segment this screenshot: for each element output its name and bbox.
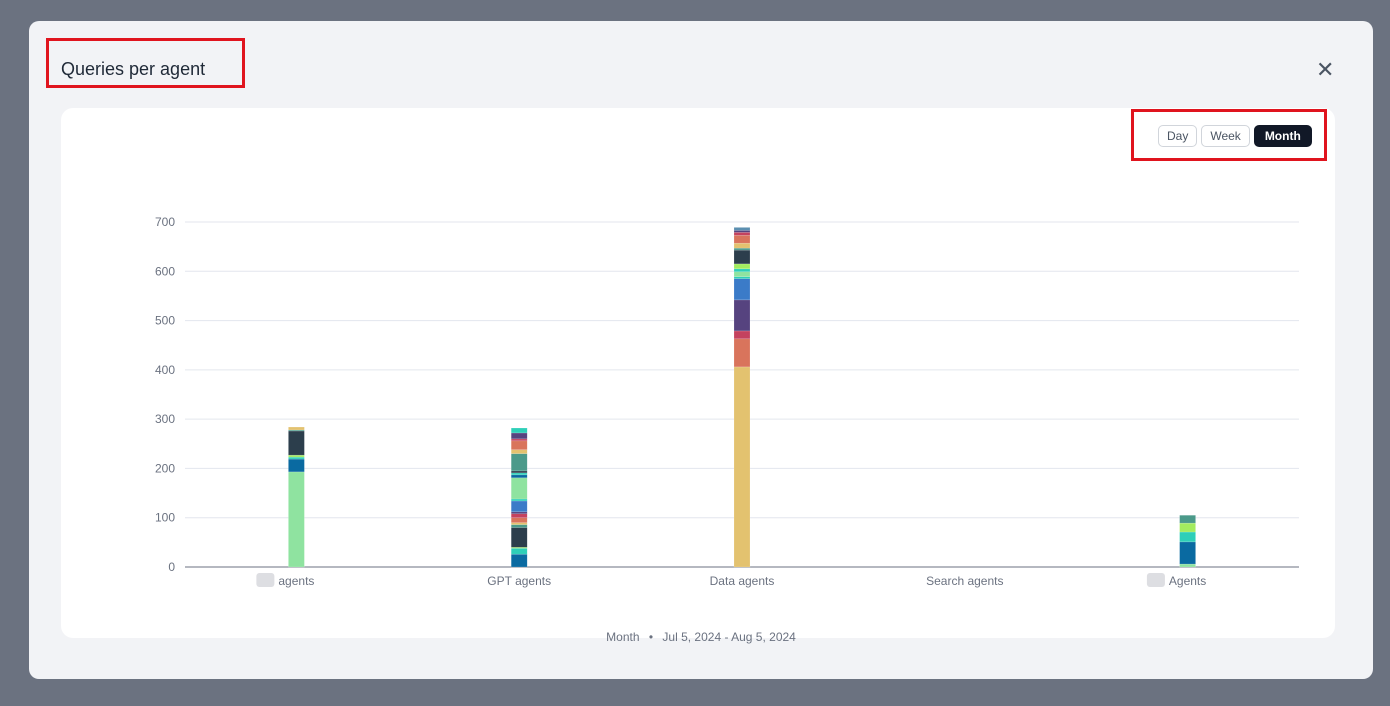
bar-segment bbox=[288, 454, 305, 458]
bar-segment bbox=[288, 426, 305, 431]
bar-segment bbox=[733, 278, 751, 301]
modal-title: Queries per agent bbox=[61, 59, 206, 79]
x-tick-label: Agents bbox=[1169, 574, 1206, 588]
bar-segment bbox=[733, 276, 751, 279]
bar-segment bbox=[733, 232, 751, 236]
bar-segment bbox=[733, 247, 751, 251]
bar-segment bbox=[510, 440, 528, 450]
bar-segment bbox=[510, 527, 528, 548]
bar-segment bbox=[1179, 541, 1196, 565]
separator: • bbox=[648, 630, 654, 644]
bar-segment bbox=[733, 230, 751, 233]
bar-segment bbox=[510, 513, 528, 518]
bar-segment bbox=[510, 472, 528, 476]
y-tick-label: 100 bbox=[155, 511, 175, 525]
y-tick-label: 600 bbox=[155, 264, 175, 278]
x-tick-label: agents bbox=[278, 574, 314, 588]
bar-segment bbox=[510, 432, 528, 440]
bar-segment bbox=[1179, 531, 1196, 543]
bar-segment bbox=[733, 271, 751, 277]
y-tick-label: 300 bbox=[155, 412, 175, 426]
bar-segment bbox=[733, 268, 751, 273]
bar-segment bbox=[510, 500, 528, 513]
bar-segment bbox=[510, 498, 528, 502]
bar-segment bbox=[510, 477, 528, 500]
day-button[interactable]: Day bbox=[1158, 125, 1198, 147]
bar-segment bbox=[733, 227, 751, 231]
bar-segment bbox=[1179, 522, 1196, 533]
bar-segment bbox=[510, 449, 528, 454]
bar-segment bbox=[510, 453, 528, 472]
blurred-prefix bbox=[256, 573, 275, 587]
bar-segment bbox=[510, 511, 528, 515]
bar-segment bbox=[510, 524, 528, 528]
period-toggle: Day Week Month bbox=[1158, 125, 1312, 147]
range-label: Jul 5, 2024 - Aug 5, 2024 bbox=[662, 630, 796, 644]
bar-segment bbox=[510, 522, 528, 525]
month-button[interactable]: Month bbox=[1253, 125, 1312, 147]
queries-modal: Queries per agent ✕ Day Week Month 0 100 2… bbox=[29, 21, 1373, 679]
bar-segment bbox=[733, 299, 751, 332]
chart-card: Day Week Month 0 100 200 300 400 500 600 700 age… bbox=[61, 108, 1335, 638]
bar-segment bbox=[733, 242, 751, 249]
y-tick-label: 500 bbox=[155, 314, 175, 328]
date-range-footer: Month • Jul 5, 2024 - Aug 5, 2024 bbox=[29, 630, 1373, 644]
y-tick-label: 400 bbox=[155, 363, 175, 377]
bar-segment bbox=[510, 553, 528, 568]
y-tick-label: 200 bbox=[155, 461, 175, 475]
week-button[interactable]: Week bbox=[1201, 125, 1250, 147]
bar-segment bbox=[288, 471, 305, 568]
x-tick-label: Data agents bbox=[710, 574, 775, 588]
y-tick-label: 0 bbox=[168, 560, 175, 574]
x-tick-label: Search agents bbox=[926, 574, 1003, 588]
bar-segment bbox=[288, 458, 305, 473]
bar-segment bbox=[510, 517, 528, 523]
bar-segment bbox=[733, 338, 751, 368]
bar-segment bbox=[510, 548, 528, 555]
bar-segment bbox=[733, 249, 751, 265]
highlight-box bbox=[1131, 109, 1327, 161]
stacked-bar-chart: 0 100 200 300 400 500 600 700 agents GPT agents Da… bbox=[155, 215, 1299, 588]
bar-segment bbox=[288, 430, 305, 456]
bar-segment bbox=[733, 235, 751, 244]
highlight-box bbox=[46, 38, 245, 88]
x-tick-label: GPT agents bbox=[487, 574, 551, 588]
blurred-prefix bbox=[1146, 573, 1165, 587]
bar-segment bbox=[510, 427, 528, 434]
bar-segment bbox=[733, 330, 751, 340]
period-label: Month bbox=[606, 630, 640, 644]
bar-segment bbox=[288, 456, 305, 460]
close-icon[interactable]: ✕ bbox=[1316, 57, 1335, 82]
bar-segment bbox=[510, 438, 528, 442]
bar-segment bbox=[510, 470, 528, 474]
bar-segment bbox=[733, 366, 751, 568]
bar-segment bbox=[733, 263, 751, 270]
bar-segment bbox=[510, 474, 528, 479]
y-tick-label: 700 bbox=[155, 215, 175, 229]
bar-segment bbox=[1179, 563, 1196, 568]
bar-segment bbox=[1179, 515, 1196, 524]
